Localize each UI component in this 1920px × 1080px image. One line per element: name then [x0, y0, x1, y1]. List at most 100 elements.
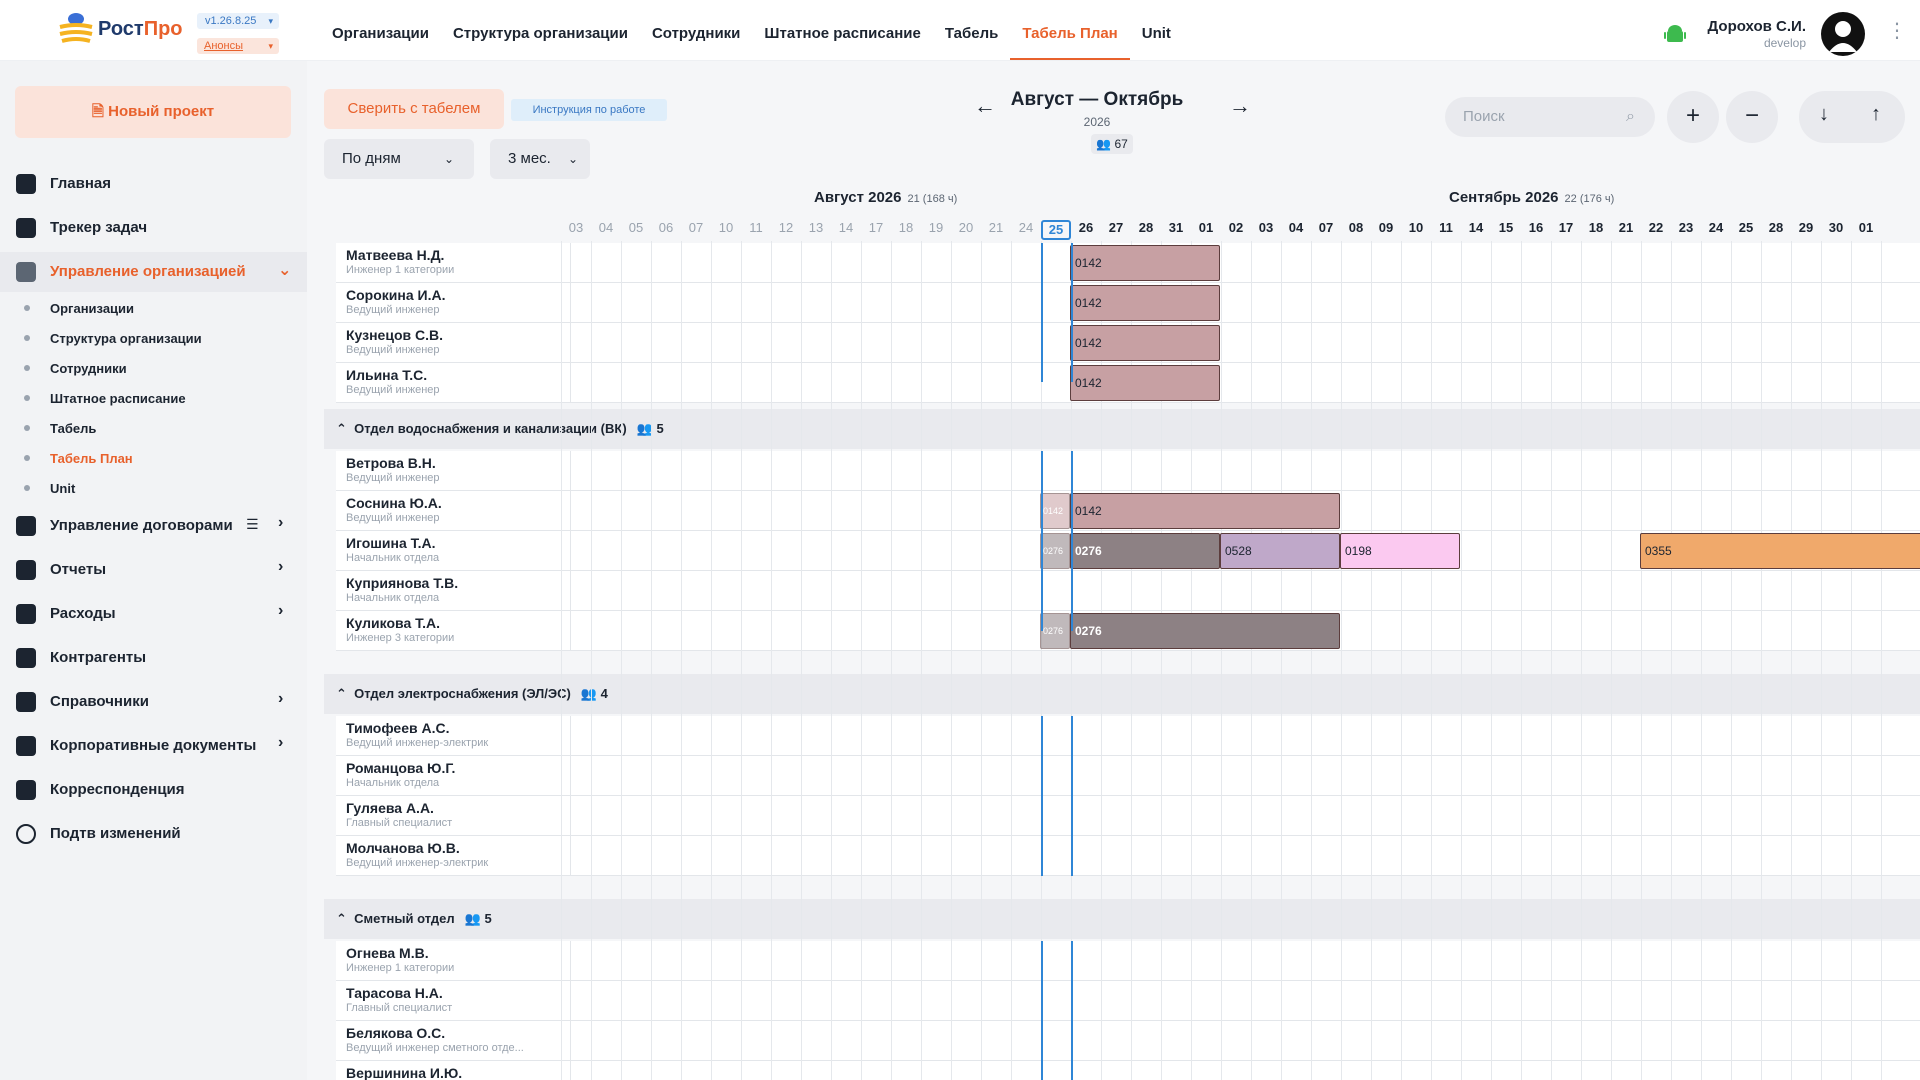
chevron-down-icon: ⌄ [443, 152, 454, 166]
day-header-cell: 22 [1648, 220, 1664, 235]
sidebar-item-correspondence[interactable]: Корреспонденция [0, 770, 307, 810]
assignment-bar-start[interactable]: 0142 [1040, 493, 1070, 529]
day-header-cell: 16 [1528, 220, 1544, 235]
sidebar-item-counterparties[interactable]: Контрагенты [0, 638, 307, 678]
employee-row[interactable]: Тимофеев А.С. Ведущий инженер-электрик [336, 716, 1920, 756]
version-select[interactable]: v1.26.8.25 ▾ [197, 13, 279, 29]
assignment-bar[interactable]: 0142 [1070, 285, 1220, 321]
assignment-bar-start[interactable]: 0276 [1040, 613, 1070, 649]
day-header-cell: 24 [1708, 220, 1724, 235]
sidebar-sub-timesheet[interactable]: Табель [0, 414, 307, 442]
assignment-bar[interactable]: 0276 [1070, 613, 1340, 649]
sidebar-item-org-management[interactable]: Управление организацией ⌄ [0, 252, 307, 292]
zoom-in-button[interactable]: + [1667, 91, 1719, 143]
sidebar-item-reports[interactable]: Отчеты › [0, 550, 307, 590]
more-menu-icon[interactable]: ⋮ [1887, 20, 1907, 42]
grid-line [861, 241, 862, 1080]
search-input[interactable]: Поиск ⌕ [1445, 97, 1655, 137]
grid-line [1611, 241, 1612, 1080]
grid-line [1881, 241, 1882, 1080]
sidebar-sub-staffing[interactable]: Штатное расписание [0, 384, 307, 412]
assignment-bar[interactable]: 0142 [1070, 493, 1340, 529]
employee-row[interactable]: Тарасова Н.А. Главный специалист [336, 981, 1920, 1021]
months-select[interactable]: 3 мес. ⌄ [490, 139, 590, 179]
grid-line [1851, 241, 1852, 1080]
today-marker [1041, 941, 1043, 1080]
employee-row[interactable]: Вершинина И.Ю. [336, 1061, 1920, 1080]
employee-row[interactable]: Белякова О.С. Ведущий инженер сметного от… [336, 1021, 1920, 1061]
new-project-button[interactable]: 🗎 Новый проект [15, 86, 291, 138]
assignment-bar[interactable]: 0528 [1220, 533, 1340, 569]
chevron-right-icon: › [278, 734, 284, 751]
assignment-bar-start[interactable]: 0276 [1040, 533, 1070, 569]
arrow-right-icon[interactable]: → [1229, 93, 1251, 118]
section-header[interactable]: ⌃ Сметный отдел 👥 5 [324, 899, 1920, 939]
grid-line [1671, 241, 1672, 1080]
today-marker [1071, 243, 1073, 382]
arrow-left-icon[interactable]: ← [974, 93, 996, 118]
assignment-bar[interactable]: 0142 [1070, 365, 1220, 401]
compare-timesheet-button[interactable]: Сверить с табелем [324, 89, 504, 129]
assignment-bar[interactable]: 0276 [1070, 533, 1220, 569]
chevron-right-icon: › [278, 602, 284, 619]
topnav-structure[interactable]: Структура организации [452, 25, 628, 42]
grid-line [1251, 241, 1252, 1080]
employee-row[interactable]: Гуляева А.А. Главный специалист [336, 796, 1920, 836]
arrow-up-icon[interactable]: ↑ [1871, 103, 1881, 125]
arrow-down-icon[interactable]: ↓ [1819, 103, 1829, 125]
day-header-cell: 14 [1468, 220, 1484, 235]
topnav-timesheet-plan[interactable]: Табель План [1010, 0, 1130, 60]
grid-line [1431, 241, 1432, 1080]
search-icon: ⌕ [1626, 108, 1635, 125]
employee-position: Начальник отдела [346, 777, 440, 789]
grid-line [1641, 241, 1642, 1080]
topnav-employees[interactable]: Сотрудники [651, 25, 741, 42]
assignment-bar[interactable]: 0142 [1070, 325, 1220, 361]
employee-row[interactable]: Куприянова Т.В. Начальник отдела [336, 571, 1920, 611]
android-icon[interactable] [1663, 22, 1687, 46]
chevron-down-icon: ⌄ [567, 152, 578, 166]
sidebar-item-confirm-changes[interactable]: Подтв изменений [0, 814, 307, 854]
avatar[interactable] [1821, 12, 1865, 56]
day-header-cell: 07 [688, 220, 704, 235]
assignment-bar[interactable]: 0142 [1070, 245, 1220, 281]
assignment-bar[interactable]: 0355 [1640, 533, 1920, 569]
section-header[interactable]: ⌃ Отдел водоснабжения и канализации (ВК)… [324, 409, 1920, 449]
employee-row[interactable]: Огнева М.В. Инженер 1 категории [336, 941, 1920, 981]
employee-name: Ильина Т.С. [346, 367, 428, 383]
topnav-staffing[interactable]: Штатное расписание [764, 25, 921, 42]
assignment-bar[interactable]: 0198 [1340, 533, 1460, 569]
sidebar-item-home[interactable]: Главная [0, 164, 307, 204]
employee-name: Кузнецов С.В. [346, 327, 444, 343]
by-days-select[interactable]: По дням ⌄ [324, 139, 474, 179]
topnav-unit[interactable]: Unit [1141, 25, 1171, 42]
zoom-out-button[interactable]: − [1726, 91, 1778, 143]
sidebar-item-references[interactable]: Справочники › [0, 682, 307, 722]
grid-line [1701, 241, 1702, 1080]
sidebar-item-tasks[interactable]: Трекер задач [0, 208, 307, 248]
employee-row[interactable]: Ветрова В.Н. Ведущий инженер [336, 451, 1920, 491]
announcements-select[interactable]: Анонсы ▾ [197, 38, 279, 54]
sidebar-item-contracts[interactable]: Управление договорами ☰ › [0, 506, 307, 546]
topnav-timesheet[interactable]: Табель [944, 25, 999, 42]
grid-line [711, 241, 712, 1080]
instructions-button[interactable]: Инструкция по работе [511, 99, 667, 121]
day-header-cell: 08 [1348, 220, 1364, 235]
sidebar-item-expenses[interactable]: Расходы › [0, 594, 307, 634]
chevron-down-icon: ▾ [268, 16, 273, 26]
sidebar-sub-unit[interactable]: Unit [0, 474, 307, 502]
sidebar-sub-timesheet-plan[interactable]: Табель План [0, 444, 307, 472]
topnav-organizations[interactable]: Организации [332, 25, 429, 42]
employee-row[interactable]: Молчанова Ю.В. Ведущий инженер-электрик [336, 836, 1920, 876]
employee-name: Тарасова Н.А. [346, 985, 443, 1001]
sidebar-sub-employees[interactable]: Сотрудники [0, 354, 307, 382]
sidebar-sub-organizations[interactable]: Организации [0, 294, 307, 322]
employee-name: Тимофеев А.С. [346, 720, 450, 736]
day-header-cell: 20 [958, 220, 974, 235]
grid-line [1371, 241, 1372, 1080]
employee-name: Куликова Т.А. [346, 615, 440, 631]
section-header[interactable]: ⌃ Отдел электроснабжения (ЭЛ/ЭС) 👥 4 [324, 674, 1920, 714]
sidebar-sub-structure[interactable]: Структура организации [0, 324, 307, 352]
sidebar-item-corp-docs[interactable]: Корпоративные документы › [0, 726, 307, 766]
employee-row[interactable]: Романцова Ю.Г. Начальник отдела [336, 756, 1920, 796]
